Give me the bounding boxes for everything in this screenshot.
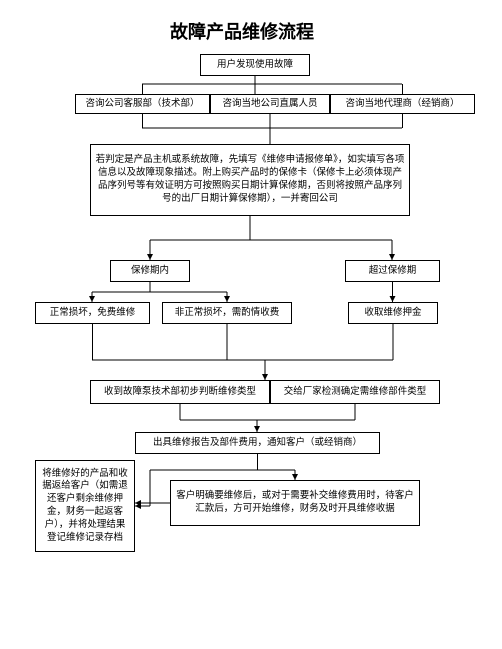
- node-n1: 用户发现使用故障: [200, 54, 310, 76]
- node-n5c: 收取维修押金: [348, 302, 438, 324]
- node-n7: 出具维修报告及部件费用，通知客户（或经销商）: [135, 432, 380, 454]
- node-n2b: 咨询当地公司直属人员: [210, 94, 330, 114]
- node-n8: 客户明确要维修后，或对于需要补交维修费用时，待客户汇款后，方可开始维修，财务及时…: [170, 480, 420, 526]
- node-n5a: 正常损坏，免费维修: [35, 302, 150, 324]
- node-n4a: 保修期内: [110, 260, 190, 282]
- flowchart-canvas: 故障产品维修流程 用户发现使用故障咨询公司客服部（技术部）咨询当地公司直属人员咨…: [0, 0, 502, 649]
- node-n6a: 收到故障泵技术部初步判断维修类型: [90, 380, 270, 404]
- node-n9: 将维修好的产品和收据返给客户（如需退还客户剩余维修押金，财务一起返客户），并将处…: [35, 460, 135, 552]
- node-n6b: 交给厂家检测确定需维修部件类型: [270, 380, 440, 404]
- node-n5b: 非正常损坏，需酌情收费: [162, 302, 292, 324]
- node-n3: 若判定是产品主机或系统故障，先填写《维修申请报修单》，如实填写各项信息以及故障现…: [90, 144, 410, 216]
- node-n2a: 咨询公司客服部（技术部）: [75, 94, 210, 114]
- node-n2c: 咨询当地代理商（经销商）: [330, 94, 475, 114]
- node-n4b: 超过保修期: [345, 260, 440, 282]
- page-title: 故障产品维修流程: [170, 18, 314, 44]
